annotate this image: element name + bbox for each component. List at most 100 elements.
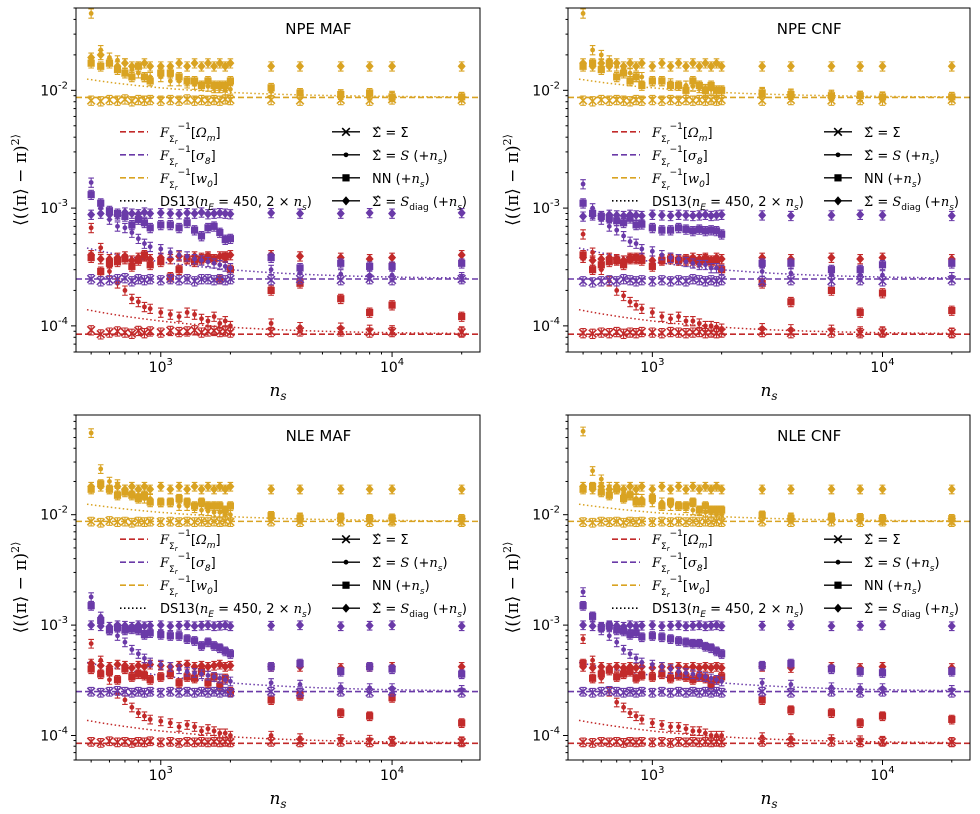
data-point: [578, 517, 588, 527]
data-point: [604, 328, 614, 338]
data-point: [717, 621, 726, 631]
data-point: [612, 58, 621, 68]
data-point: [120, 328, 130, 337]
data-point: [690, 83, 696, 89]
data-point: [649, 720, 655, 726]
data-point: [717, 254, 726, 264]
data-point: [695, 639, 703, 648]
data-point: [205, 318, 211, 324]
data-point: [388, 665, 396, 673]
data-point: [227, 678, 233, 684]
data-point: [88, 430, 94, 436]
data-point: [134, 660, 143, 671]
data-point: [626, 620, 635, 630]
data-point: [337, 90, 345, 99]
data-point: [947, 211, 956, 221]
data-point: [681, 737, 691, 747]
data-point: [637, 481, 646, 492]
data-point: [134, 209, 143, 219]
data-point: [226, 209, 235, 219]
y-tick-label: 10-4: [40, 726, 68, 745]
data-point: [365, 484, 374, 494]
legend-label: FΣr−1[w0]: [159, 168, 218, 192]
data-point: [211, 509, 217, 515]
data-point: [707, 61, 716, 71]
data-point: [947, 621, 956, 631]
series-Omega_m-diamond: [579, 252, 956, 266]
data-point: [681, 663, 690, 673]
axes-frame: [75, 7, 481, 353]
data-point: [203, 251, 212, 261]
data-point: [674, 58, 683, 68]
data-point: [702, 262, 708, 268]
data-point: [388, 61, 397, 71]
data-point: [147, 244, 153, 250]
data-point: [632, 621, 641, 631]
data-point: [787, 659, 795, 667]
data-point: [388, 252, 397, 263]
legend-label: DS13(nE = 450, 2 × ns): [160, 195, 312, 213]
data-point: [87, 658, 96, 668]
data-point: [297, 735, 303, 741]
data-point: [128, 262, 136, 270]
data-point: [614, 227, 620, 233]
data-point: [649, 662, 655, 667]
data-point: [210, 660, 219, 671]
data-point: [166, 484, 175, 494]
data-point: [166, 621, 175, 631]
data-point: [597, 621, 606, 632]
data-point: [688, 58, 697, 68]
series-sigma_8-dot: [88, 177, 465, 283]
data-point: [221, 81, 229, 90]
data-point: [183, 620, 192, 630]
data-point: [190, 502, 199, 510]
data-point: [604, 686, 614, 695]
data-point: [158, 246, 164, 252]
data-point: [174, 517, 184, 527]
data-point: [156, 517, 166, 527]
data-point: [647, 517, 657, 527]
data-point: [612, 210, 621, 220]
data-point: [676, 669, 681, 674]
data-point: [878, 261, 887, 269]
legend-label: FΣr−1[w0]: [651, 168, 710, 192]
data-point: [674, 502, 683, 510]
data-point: [757, 517, 767, 526]
data-point: [182, 274, 192, 284]
data-point: [666, 211, 675, 221]
data-point: [658, 633, 666, 641]
data-point: [197, 620, 206, 631]
series-Omega_m-x: [86, 736, 467, 748]
data-point: [183, 635, 191, 643]
data-point: [857, 737, 863, 743]
data-point: [105, 621, 114, 632]
y-tick-label: 10-2: [532, 505, 560, 524]
y-tick-label: 10-4: [40, 316, 68, 335]
data-point: [184, 669, 190, 674]
data-point: [695, 81, 703, 90]
data-point: [337, 513, 345, 521]
data-point: [827, 484, 836, 494]
data-point: [681, 621, 690, 631]
data-point: [757, 687, 767, 696]
data-point: [588, 621, 597, 631]
data-point: [588, 518, 597, 527]
data-point: [210, 61, 219, 71]
data-point: [190, 325, 199, 335]
data-point: [612, 327, 622, 337]
data-point: [105, 254, 114, 264]
data-point: [190, 276, 199, 286]
data-point: [579, 199, 587, 207]
data-point: [633, 302, 639, 308]
data-point: [96, 688, 106, 697]
data-point: [120, 660, 129, 671]
data-point: [637, 275, 647, 285]
data-point: [666, 620, 675, 631]
data-point: [856, 620, 865, 631]
data-point: [190, 688, 199, 697]
data-point: [135, 70, 141, 76]
data-point: [222, 730, 228, 736]
data-point: [127, 663, 136, 673]
y-axis-label: ⟨(⟨π⟩ − π)2⟩: [9, 542, 31, 634]
data-point: [226, 250, 235, 260]
